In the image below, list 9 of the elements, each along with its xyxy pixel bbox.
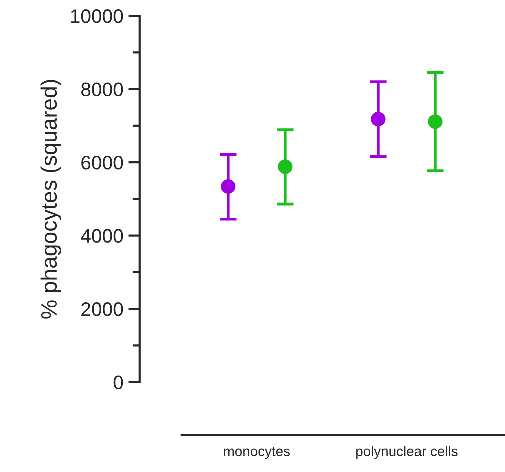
y-tick-label: 4000: [81, 229, 124, 244]
y-tick-label: 8000: [82, 82, 124, 97]
y-tick-label: 2000: [82, 302, 124, 316]
y-tick-label: 0: [114, 376, 124, 390]
y-tick-label: 6000: [82, 156, 124, 170]
y-axis-title: % phagocytes (squared): [40, 80, 62, 319]
x-tick-label: monocytes: [224, 447, 290, 460]
y-tick-label: 10000: [71, 10, 124, 24]
x-tick-label: polynuclear cells: [356, 446, 458, 460]
